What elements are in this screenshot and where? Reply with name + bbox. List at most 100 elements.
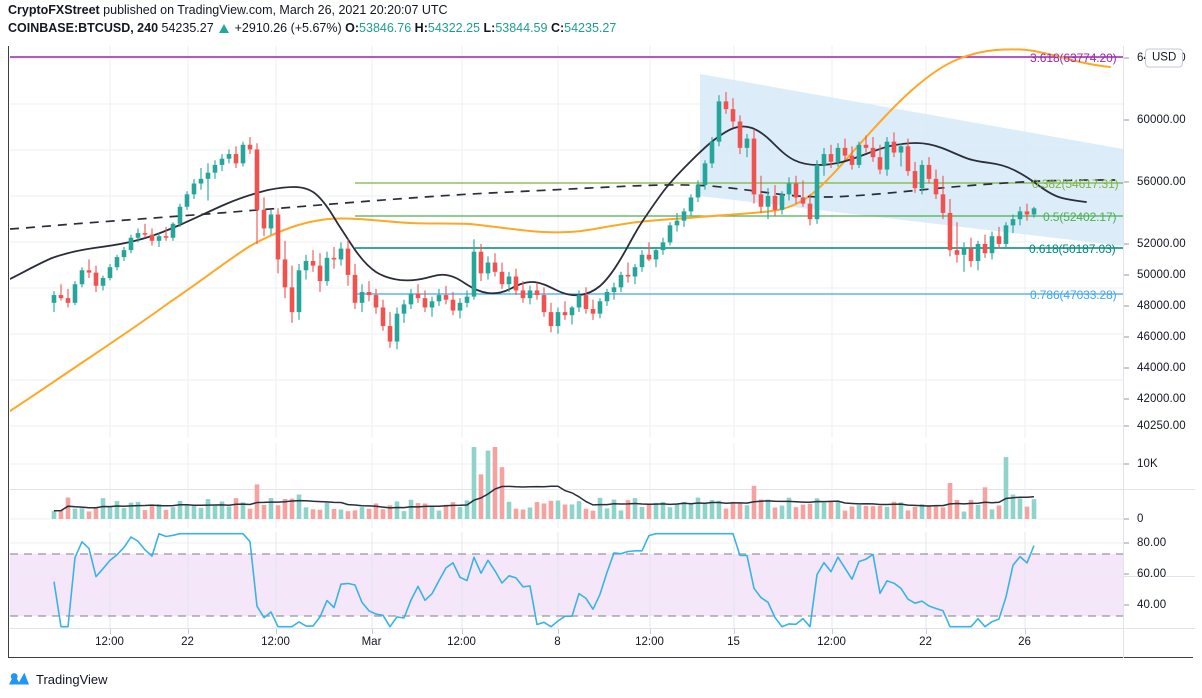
candle-body [233, 154, 238, 164]
volume-bar [114, 500, 119, 519]
time-tick-mark [371, 629, 373, 634]
time-tick-mark [275, 629, 277, 634]
chart-header: CryptoFXStreet published on TradingView.… [8, 3, 1198, 36]
volume-bar [310, 509, 315, 519]
volume-bar [674, 504, 679, 519]
symbol-quote-line: COINBASE:BTCUSD, 240 54235.27 +2910.26 (… [8, 20, 1198, 36]
candle-body [51, 295, 56, 303]
volume-bar [254, 484, 259, 519]
low-value: 53844.59 [495, 21, 548, 35]
volume-bar [149, 504, 154, 519]
time-tick-mark [1024, 629, 1026, 634]
candle-body [632, 267, 637, 277]
volume-bar [282, 498, 287, 519]
candle-body [877, 157, 882, 170]
volume-bar [940, 507, 945, 519]
candle-body [800, 197, 805, 204]
volume-bar [317, 509, 322, 519]
volume-bar [65, 497, 70, 519]
volume-bar [177, 500, 182, 519]
volume-bar [471, 447, 476, 519]
volume-bar [366, 508, 371, 519]
candle-body [933, 178, 938, 195]
candle-body [541, 295, 546, 313]
candle-body [597, 301, 602, 314]
candle-body [303, 260, 308, 271]
volume-bar [982, 487, 987, 519]
volume-bar [660, 501, 665, 519]
candle-body [408, 293, 413, 305]
time-tick-label: 12:00 [261, 636, 290, 648]
volume-panel[interactable] [9, 443, 1123, 528]
volume-bar [275, 505, 280, 519]
time-tick-mark [831, 629, 833, 634]
price-tick-label: 48000.00 [1137, 299, 1186, 312]
volume-bar [93, 507, 98, 519]
candle-body [891, 141, 896, 153]
volume-bar [968, 499, 973, 519]
volume-bar [380, 509, 385, 519]
chart-plot-area[interactable] [9, 46, 1123, 628]
volume-bar [303, 507, 308, 519]
candle-body [639, 254, 644, 268]
volume-bar [562, 504, 567, 519]
close-label: C: [550, 21, 565, 35]
volume-bar [415, 503, 420, 519]
volume-bar [1031, 499, 1036, 519]
candle-body [975, 243, 980, 261]
candle-body [457, 302, 462, 311]
candle-body [100, 278, 105, 286]
candle-body [310, 260, 315, 266]
price-tick-mark [1124, 181, 1129, 183]
price-panel[interactable] [9, 46, 1123, 438]
candle-body [79, 270, 84, 285]
candle-body [982, 243, 987, 254]
volume-ma-line [53, 485, 1034, 512]
fib-label-0618: 0.618(50187.03) [1029, 242, 1116, 256]
candle-body [513, 276, 518, 291]
time-tick-mark [109, 629, 111, 634]
candle-body [905, 146, 910, 172]
volume-bar [646, 503, 651, 519]
candle-body [681, 211, 686, 221]
currency-badge[interactable]: USD [1145, 48, 1184, 68]
candle-body [674, 220, 679, 226]
fib-label-0382: 0.382(54617.31) [1032, 177, 1119, 191]
price-tick-label: 56000.00 [1137, 175, 1186, 188]
volume-bar [786, 497, 791, 519]
candle-body [170, 223, 175, 238]
rsi-time-divider [9, 628, 1195, 629]
volume-bar [513, 508, 518, 519]
candle-body [646, 254, 651, 260]
candle-body [569, 307, 574, 316]
volume-bar [653, 502, 658, 519]
volume-bar [233, 498, 238, 519]
rsi-tick-label: 40.00 [1137, 599, 1167, 611]
volume-bar [772, 507, 777, 519]
time-tick-label: Mar [361, 636, 382, 648]
time-tick-label: 12:00 [635, 636, 664, 648]
candle-body [254, 149, 259, 210]
candle-body [793, 183, 798, 198]
volume-bar [779, 505, 784, 519]
candle-body [660, 242, 665, 251]
candle-body [226, 154, 231, 159]
volume-bar [877, 505, 882, 519]
last-price: 54235.27 [161, 21, 214, 35]
rsi-tick-mark [1124, 542, 1129, 544]
volume-bar [345, 511, 350, 519]
candle-body [436, 295, 441, 302]
candle-body [961, 248, 966, 255]
symbol-label[interactable]: COINBASE:BTCUSD, 240 [8, 21, 159, 35]
candle-body [821, 154, 826, 165]
price-tick-mark [1124, 398, 1129, 400]
price-axis[interactable]: 64000.0060000.0056000.0052000.0050000.00… [1124, 46, 1194, 658]
time-tick-label: 22 [919, 636, 932, 648]
candlestick-series [51, 92, 1036, 350]
volume-bar [814, 498, 819, 519]
tradingview-logo-icon [9, 672, 29, 685]
time-axis[interactable]: 12:00 22 12:00 Mar 12:00 8 12:00 15 12:00 22 26 [10, 629, 1123, 657]
candle-body [989, 236, 994, 254]
volume-svg [9, 443, 1123, 528]
rsi-panel[interactable] [9, 532, 1123, 628]
